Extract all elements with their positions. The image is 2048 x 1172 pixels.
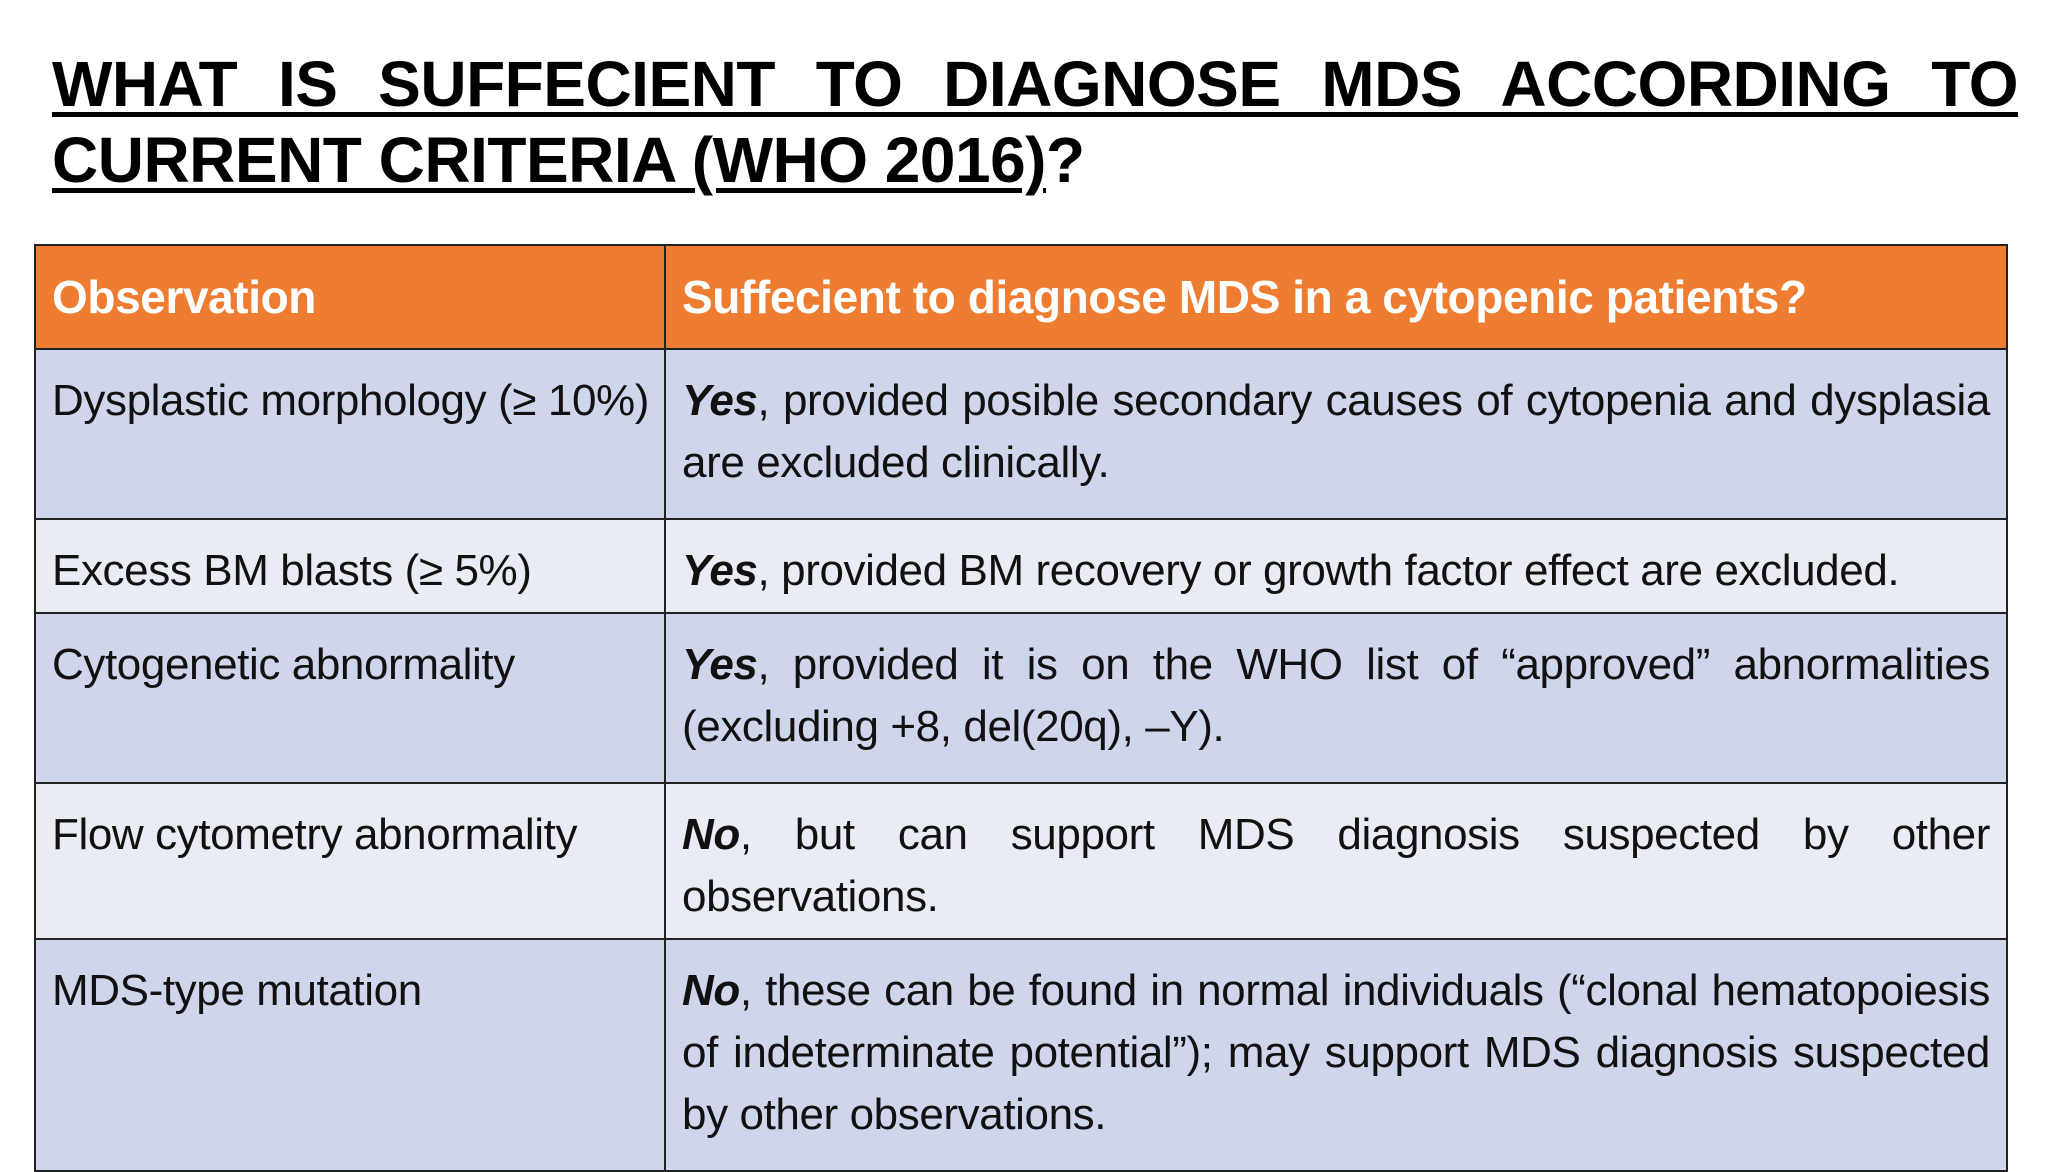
answer-detail: , provided posible secondary causes of c… (682, 376, 1990, 487)
observation-cell: Excess BM blasts (≥ 5%) (34, 518, 666, 614)
criteria-table-container: Observation Suffecient to diagnose MDS i… (34, 244, 2008, 1172)
table-row: Cytogenetic abnormality Yes, provided it… (34, 612, 2008, 784)
table-row: Dysplastic morphology (≥ 10%) Yes, provi… (34, 348, 2008, 520)
answer-verdict: No (682, 966, 740, 1015)
slide-title-line1: WHAT IS SUFFECIENT TO DIAGNOSE MDS ACCOR… (52, 48, 2019, 120)
answer-detail: , these can be found in normal individua… (682, 966, 1990, 1139)
observation-cell: MDS-type mutation (34, 938, 666, 1172)
answer-verdict: No (682, 810, 740, 859)
answer-cell: No, but can support MDS diagnosis suspec… (664, 782, 2008, 940)
table-header-row: Observation Suffecient to diagnose MDS i… (34, 244, 2008, 350)
slide-title: WHAT IS SUFFECIENT TO DIAGNOSE MDS ACCOR… (52, 46, 2019, 198)
answer-cell: No, these can be found in normal individ… (664, 938, 2008, 1172)
answer-detail: , provided it is on the WHO list of “app… (682, 640, 1990, 751)
slide-title-underlined-part: CURRENT CRITERIA (WHO 2016) (52, 124, 1046, 196)
answer-detail: , but can support MDS diagnosis suspecte… (682, 810, 1990, 921)
table-row: Excess BM blasts (≥ 5%) Yes, provided BM… (34, 518, 2008, 614)
answer-cell: Yes, provided BM recovery or growth fact… (664, 518, 2008, 614)
answer-verdict: Yes (682, 640, 758, 689)
criteria-table: Observation Suffecient to diagnose MDS i… (34, 244, 2008, 1172)
observation-cell: Dysplastic morphology (≥ 10%) (34, 348, 666, 520)
answer-cell: Yes, provided posible secondary causes o… (664, 348, 2008, 520)
observation-cell: Flow cytometry abnormality (34, 782, 666, 940)
answer-cell: Yes, provided it is on the WHO list of “… (664, 612, 2008, 784)
observation-cell: Cytogenetic abnormality (34, 612, 666, 784)
column-header-observation: Observation (34, 244, 666, 350)
answer-detail: , provided BM recovery or growth factor … (757, 546, 1900, 595)
table-row: MDS-type mutation No, these can be found… (34, 938, 2008, 1172)
answer-verdict: Yes (682, 376, 758, 425)
column-header-sufficient: Suffecient to diagnose MDS in a cytopeni… (664, 244, 2008, 350)
table-row: Flow cytometry abnormality No, but can s… (34, 782, 2008, 940)
slide-title-question-mark: ? (1045, 124, 1085, 196)
answer-verdict: Yes (682, 546, 758, 595)
